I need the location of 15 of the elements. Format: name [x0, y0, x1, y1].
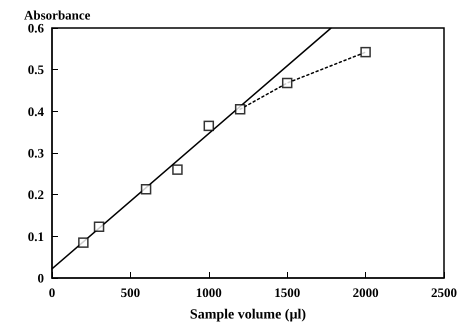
y-tick-label: 0.2 [28, 187, 44, 202]
y-tick-label: 0.4 [28, 104, 44, 119]
x-tick-label: 2500 [431, 285, 457, 300]
y-tick-label: 0.6 [28, 20, 44, 36]
x-tick-label: 1500 [274, 285, 300, 300]
x-tick-label: 0 [48, 285, 56, 300]
x-axis-title: Sample volume (µl) [190, 308, 306, 322]
y-tick-label: 0.5 [28, 62, 44, 78]
x-tick-label: 500 [120, 285, 140, 300]
y-tick-label: 0.1 [28, 228, 44, 244]
y-tick-label: 0.3 [28, 146, 44, 160]
x-tick-label: 2000 [352, 285, 379, 300]
y-tick-label: 0 [38, 270, 44, 286]
x-tick-label: 1000 [196, 285, 222, 300]
y-axis-title: Absorbance [24, 8, 91, 23]
